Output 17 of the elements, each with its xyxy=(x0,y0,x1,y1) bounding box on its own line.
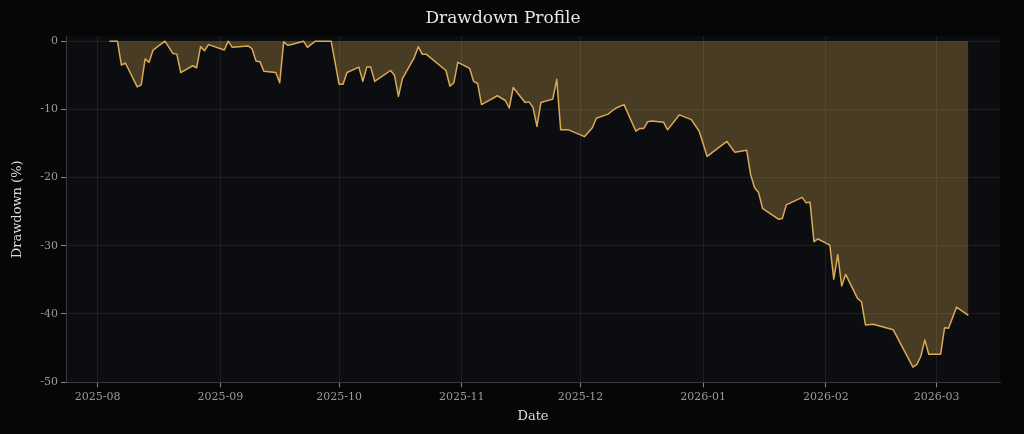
y-tick-label: -30 xyxy=(40,238,58,252)
y-tick-label: -50 xyxy=(40,375,58,389)
x-tick-label: 2025-08 xyxy=(74,389,121,403)
x-axis-title: Date xyxy=(517,407,549,423)
y-tick-label: -10 xyxy=(40,102,58,116)
chart-title: Drawdown Profile xyxy=(425,6,581,27)
x-tick-label: 2026-02 xyxy=(803,389,849,403)
x-tick-label: 2026-01 xyxy=(680,389,727,403)
y-tick-label: 0 xyxy=(51,34,58,48)
y-axis-title: Drawdown (%) xyxy=(9,160,25,259)
x-tick-label: 2026-03 xyxy=(913,389,960,403)
y-tick-label: -40 xyxy=(40,306,58,320)
x-tick-label: 2025-10 xyxy=(316,389,362,403)
x-tick-label: 2025-12 xyxy=(557,389,604,403)
x-tick-label: 2025-09 xyxy=(197,389,244,403)
x-tick-label: 2025-11 xyxy=(438,389,485,403)
y-tick-label: -20 xyxy=(40,170,58,184)
